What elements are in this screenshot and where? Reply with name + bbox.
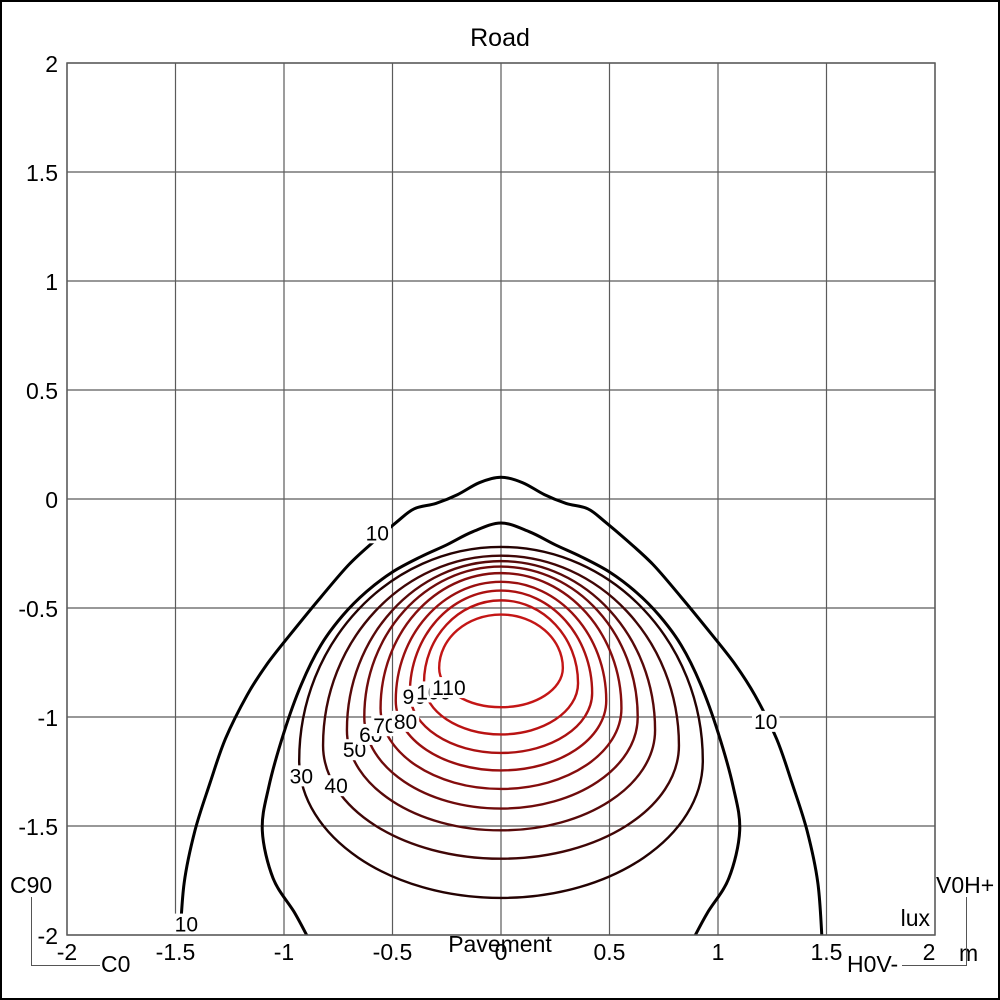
contour-labels: 10101030405060708090100110 — [172, 522, 780, 937]
pavement-label: Pavement — [448, 931, 552, 957]
contour-label-gap — [322, 775, 350, 797]
axis-tick-labels: -2 -1.5 -1 -0.5 0 0.5 1 1.5 2 2 1.5 1 0.5 0 -0.5 -1 -1.5… — [18, 51, 935, 965]
contour-50-lux — [345, 559, 657, 832]
contour-label-gap — [172, 913, 201, 935]
v0h-plus-plane-label: V0H+ — [936, 872, 995, 898]
contour-label-gap — [371, 715, 399, 737]
contour-10-lux — [178, 475, 824, 935]
x-tick-label: 0 — [495, 939, 508, 965]
y-tick-label: -2 — [38, 923, 58, 949]
y-tick-label: 2 — [45, 51, 58, 77]
c90-c0-connector-vertical — [31, 897, 32, 966]
contour-label-10: 10 — [175, 914, 198, 937]
contour-label-110: 110 — [432, 677, 465, 700]
y-tick-label: -0.5 — [18, 596, 58, 622]
contour-100-lux — [422, 599, 580, 736]
contour-label-40: 40 — [324, 775, 347, 798]
h0v-minus-plane-label: H0V- — [847, 951, 899, 977]
contour-40-lux — [321, 554, 681, 860]
contour-label-gap — [429, 677, 469, 699]
y-tick-label: 1 — [45, 269, 58, 295]
x-tick-label: -0.5 — [373, 939, 413, 965]
y-tick-label: 0 — [45, 487, 58, 513]
y-tick-label: 0.5 — [26, 378, 58, 404]
contour-label-gap — [391, 710, 420, 732]
x-tick-label: -1 — [274, 939, 294, 965]
x-tick-label: -2 — [57, 939, 77, 965]
contour-label-70: 70 — [373, 715, 396, 738]
chart-title: Road — [470, 24, 530, 52]
meters-unit-label: m — [959, 940, 979, 966]
x-tick-label: 1.5 — [811, 939, 843, 965]
lux-unit-label: lux — [900, 905, 930, 931]
y-tick-label: 1.5 — [26, 160, 58, 186]
y-tick-label: -1.5 — [18, 814, 58, 840]
contour-label-gap — [752, 710, 780, 732]
contour-label-50: 50 — [343, 739, 366, 762]
c90-plane-label: C90 — [10, 872, 53, 898]
x-tick-label: 1 — [712, 939, 725, 965]
x-tick-label: -1.5 — [156, 939, 196, 965]
c0-plane-label: C0 — [101, 951, 131, 977]
contour-80-lux — [394, 580, 608, 772]
contour-label-gap — [287, 765, 316, 787]
contour-90-lux — [408, 589, 594, 755]
contour-20-lux — [260, 521, 742, 935]
v0h-h0v-connector-horizontal — [902, 965, 967, 966]
contour-label-10: 10 — [754, 711, 777, 734]
contour-label-10: 10 — [366, 522, 389, 545]
c90-c0-connector-horizontal — [31, 965, 100, 966]
contour-110-lux — [437, 613, 565, 709]
contour-60-lux — [363, 565, 639, 810]
contour-lines — [178, 475, 824, 935]
plot-border — [66, 62, 936, 936]
x-tick-label: 0.5 — [594, 939, 626, 965]
contour-30-lux — [297, 545, 705, 900]
contour-70-lux — [379, 571, 623, 791]
v0h-h0v-connector-vertical — [966, 897, 967, 966]
contour-label-80: 80 — [394, 711, 417, 734]
y-tick-label: -1 — [38, 705, 58, 731]
contour-label-30: 30 — [290, 765, 313, 788]
x-tick-label: 2 — [923, 939, 936, 965]
contour-label-gap — [363, 522, 392, 544]
gridlines — [66, 62, 936, 936]
